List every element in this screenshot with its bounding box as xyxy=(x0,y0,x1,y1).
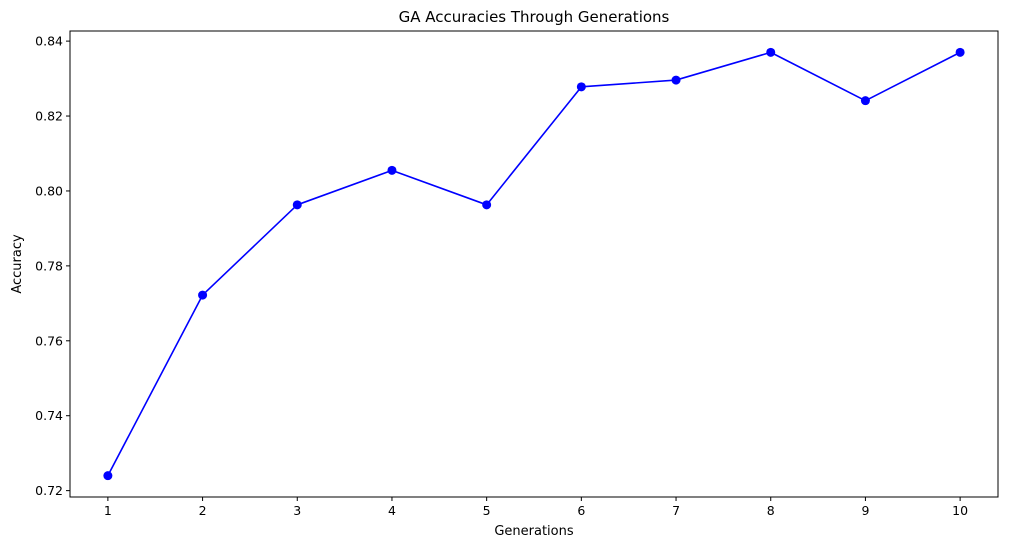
y-tick-label: 0.82 xyxy=(35,109,63,124)
x-tick-label: 4 xyxy=(388,503,396,518)
data-point xyxy=(103,471,113,481)
y-tick-label: 0.78 xyxy=(35,258,63,273)
chart-title: GA Accuracies Through Generations xyxy=(399,8,670,26)
x-tick-label: 7 xyxy=(672,503,680,518)
x-tick-label: 9 xyxy=(861,503,869,518)
x-axis-ticks: 1 2 3 4 5 6 7 8 9 10 xyxy=(104,497,968,518)
data-point xyxy=(292,200,302,210)
y-tick-label: 0.76 xyxy=(35,333,63,348)
data-point xyxy=(576,82,586,92)
y-tick-label: 0.84 xyxy=(35,34,63,49)
y-axis-ticks: 0.72 0.74 0.76 0.78 0.80 0.82 0.84 xyxy=(35,34,70,498)
series-layer xyxy=(103,47,965,481)
plot-area-frame xyxy=(69,30,999,498)
data-point xyxy=(766,47,776,57)
y-axis-label: Accuracy xyxy=(10,234,25,294)
data-point xyxy=(671,75,681,85)
data-point xyxy=(482,200,492,210)
x-tick-label: 8 xyxy=(767,503,775,518)
data-point xyxy=(860,96,870,106)
x-tick-label: 10 xyxy=(952,503,968,518)
x-axis-label: Generations xyxy=(494,524,574,539)
x-tick-label: 5 xyxy=(483,503,491,518)
y-tick-label: 0.80 xyxy=(35,183,63,198)
y-tick-label: 0.74 xyxy=(35,408,63,423)
data-point xyxy=(955,47,965,57)
x-tick-label: 2 xyxy=(199,503,207,518)
data-point xyxy=(387,165,397,175)
x-tick-label: 6 xyxy=(577,503,585,518)
x-tick-label: 3 xyxy=(293,503,301,518)
data-point xyxy=(198,290,208,300)
x-tick-label: 1 xyxy=(104,503,112,518)
series-line xyxy=(107,51,961,477)
y-tick-label: 0.72 xyxy=(35,483,63,498)
